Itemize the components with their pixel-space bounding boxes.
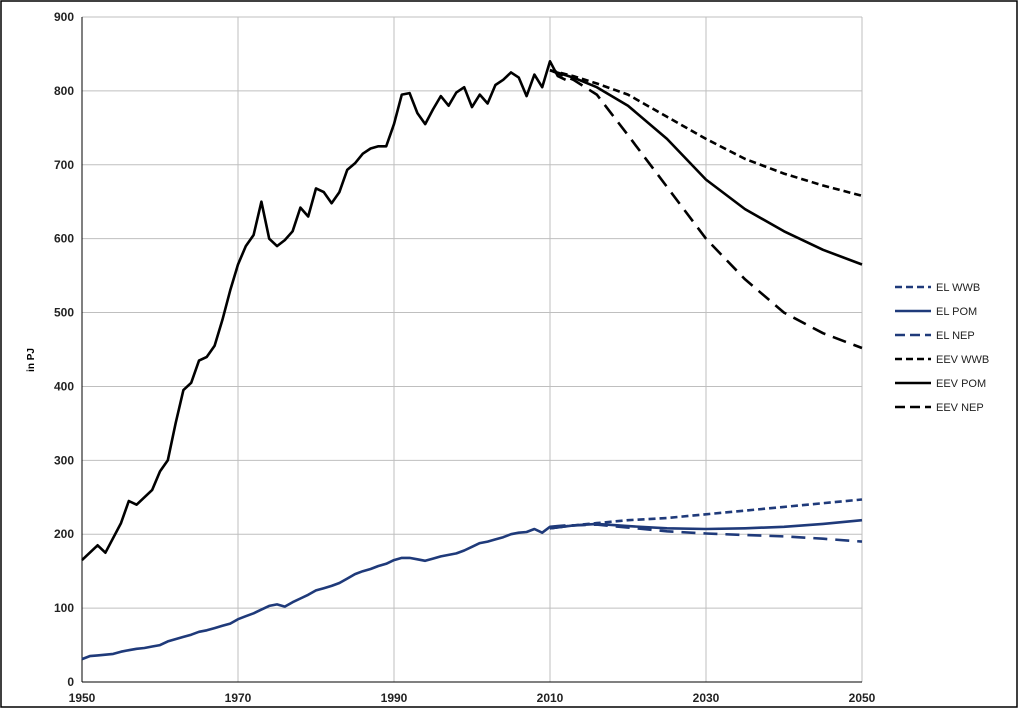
y-tick-label-200: 200 (54, 527, 74, 541)
x-tick-label-1970: 1970 (225, 691, 252, 705)
series-line-eev-nep (549, 68, 863, 350)
x-tick-label-2030: 2030 (693, 691, 720, 705)
x-tick-label-2050: 2050 (849, 691, 876, 705)
series-line-eev-pom (549, 68, 863, 266)
y-tick-label-900: 900 (54, 10, 74, 24)
legend-label-eev-wwb: EEV WWB (936, 354, 989, 366)
series-line-el-nep (549, 523, 863, 543)
legend-label-el-nep: EL NEP (936, 330, 975, 342)
x-tick-label-1990: 1990 (381, 691, 408, 705)
series-line-history-7 (81, 524, 566, 661)
legend-label-el-pom: EL POM (936, 306, 977, 318)
y-tick-label-500: 500 (54, 306, 74, 320)
legend-label-el-wwb: EL WWB (936, 282, 980, 294)
axes (81, 17, 862, 683)
y-tick-label-300: 300 (54, 453, 74, 467)
legend: EL WWB EL POM EL NEP EEV WWB EEV POM EEV NEP (895, 282, 989, 414)
gridlines (82, 16, 863, 682)
y-tick-label-800: 800 (54, 84, 74, 98)
y-tick-label-100: 100 (54, 601, 74, 615)
y-tick-label-600: 600 (54, 232, 74, 246)
x-tick-label-2010: 2010 (537, 691, 564, 705)
y-axis-label: in PJ (26, 348, 37, 372)
series-line-history-6 (81, 60, 567, 562)
series-lines (81, 60, 863, 661)
legend-label-eev-nep: EEV NEP (936, 402, 984, 414)
series-line-eev-wwb (549, 68, 863, 198)
x-tick-label-1950: 1950 (69, 691, 96, 705)
y-tick-label-700: 700 (54, 158, 74, 172)
tick-labels: 0 100 200 300 400 500 600 700 800 900 1950 1970 1990… (54, 10, 876, 705)
legend-label-eev-pom: EEV POM (936, 378, 986, 390)
y-tick-label-400: 400 (54, 379, 74, 393)
y-tick-label-0: 0 (67, 675, 74, 689)
